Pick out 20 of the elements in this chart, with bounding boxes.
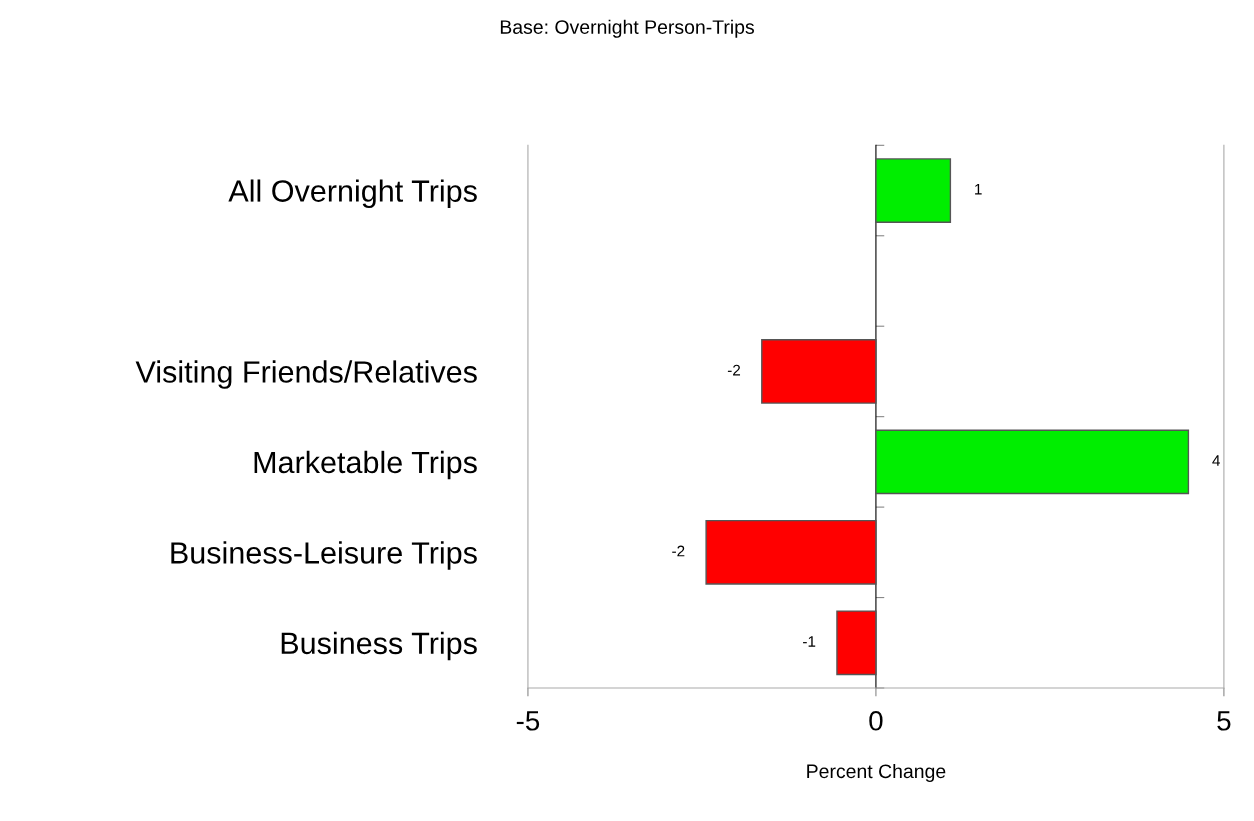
y-tick-label: Visiting Friends/Relatives (135, 360, 477, 389)
data-label: 1 (975, 183, 982, 195)
data-label: -2 (672, 545, 685, 557)
y-tick-label: All Overnight Trips (228, 179, 477, 208)
x-tick-label: 5 (1217, 711, 1231, 731)
x-axis-title: Percent Change (807, 763, 946, 783)
y-tick-label: Marketable Trips (254, 450, 477, 480)
bar (705, 519, 877, 585)
bar (875, 158, 952, 223)
data-label: -2 (727, 364, 741, 376)
bar (836, 610, 877, 676)
y-tick-label: Business Trips (281, 631, 477, 661)
y-tick-label: Business-Leisure Trips (171, 541, 477, 570)
bar (875, 429, 1190, 495)
data-label: -1 (803, 636, 816, 647)
x-tick-label: -5 (516, 711, 540, 731)
bar (761, 339, 877, 404)
data-label: 4 (1212, 455, 1220, 466)
x-tick-label: 0 (869, 710, 883, 731)
chart-title: Base: Overnight Person-Trips (500, 19, 754, 38)
